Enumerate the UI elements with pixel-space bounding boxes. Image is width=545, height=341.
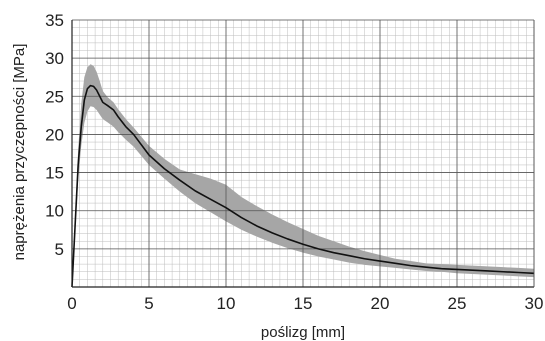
mean-curve	[71, 84, 535, 288]
x-tick-label: 10	[217, 294, 236, 313]
y-tick-label: 5	[55, 240, 64, 259]
x-tick-label: 5	[144, 294, 153, 313]
x-tick-label: 0	[67, 294, 76, 313]
y-tick-label: 10	[45, 202, 64, 221]
y-tick-label: 30	[45, 49, 64, 68]
x-tick-label: 15	[294, 294, 313, 313]
y-axis-label: naprężenia przyczepności [MPa]	[11, 44, 28, 261]
y-tick-label: 35	[45, 11, 64, 30]
plot-frame	[71, 20, 535, 288]
y-tick-labels: 5 10 15 20 25 30 35	[45, 11, 64, 259]
y-tick-label: 25	[45, 87, 64, 106]
x-tick-label: 20	[371, 294, 390, 313]
x-axis-label: poślizg [mm]	[261, 324, 345, 341]
y-tick-label: 20	[45, 125, 64, 144]
y-tick-label: 15	[45, 164, 64, 183]
x-tick-label: 30	[525, 294, 544, 313]
x-tick-labels: 0 5 10 15 20 25 30	[67, 294, 543, 313]
x-tick-label: 25	[448, 294, 467, 313]
mean-curve-line	[71, 84, 535, 288]
